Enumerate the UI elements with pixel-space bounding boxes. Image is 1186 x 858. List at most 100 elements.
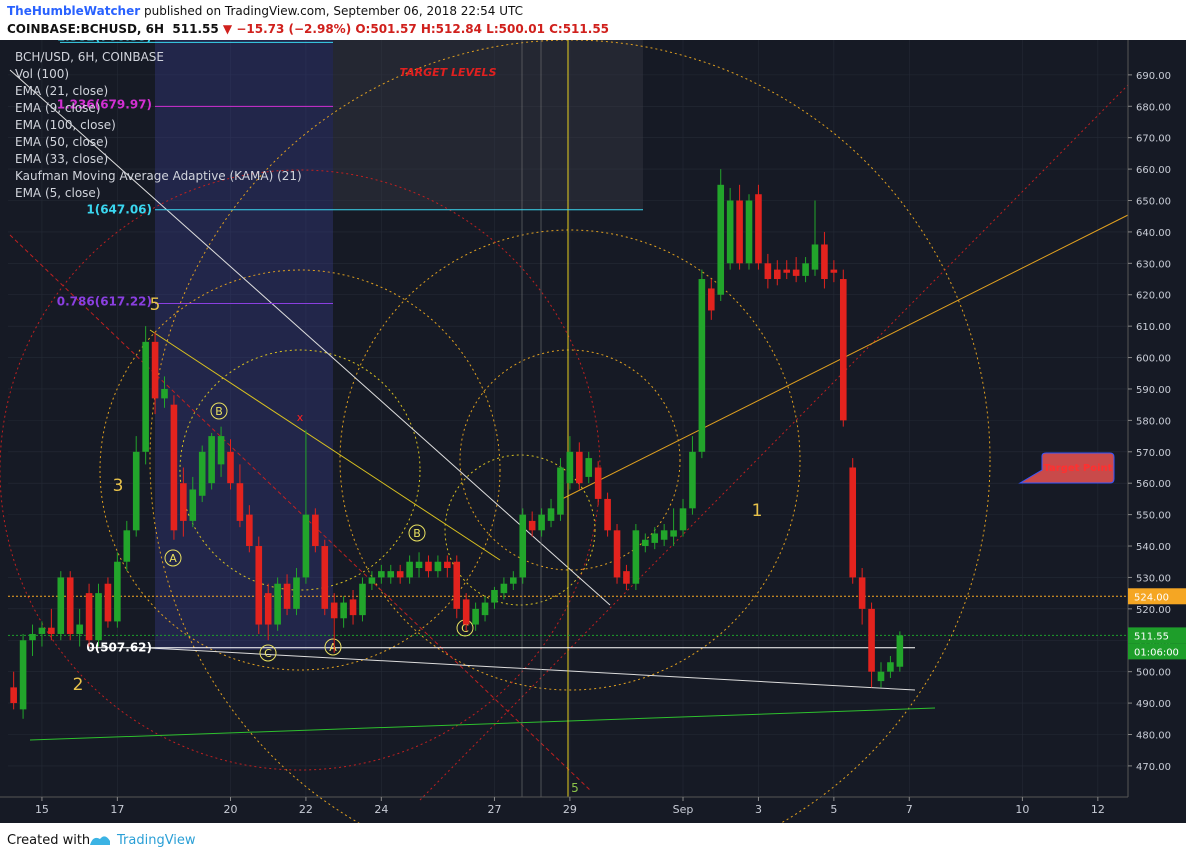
annotation: A <box>329 641 337 654</box>
x-tick-label: 5 <box>830 803 837 816</box>
candle-body <box>585 458 593 477</box>
candle-body <box>858 577 866 609</box>
annotation: TARGET LEVELS <box>400 66 497 79</box>
candle-body <box>302 514 310 578</box>
candle-body <box>453 561 461 609</box>
price-tag-label: 511.55 <box>1134 631 1169 642</box>
y-tick-label: 480.00 <box>1136 730 1171 741</box>
candle-body <box>349 599 357 616</box>
fib-circle <box>99 269 501 671</box>
candle-body <box>359 583 366 616</box>
candle-body <box>547 508 555 521</box>
candle-body <box>340 602 347 619</box>
y-tick-label: 590.00 <box>1136 385 1171 396</box>
fib-label: 1.382(700.35) <box>57 40 152 43</box>
change: ▼ −15.73 (−2.98%) <box>222 22 352 36</box>
candle-body <box>849 467 857 578</box>
y-tick-label: 570.00 <box>1136 448 1171 459</box>
fib-circle <box>444 454 596 606</box>
fib-zone <box>333 40 643 210</box>
candle-body <box>170 404 178 531</box>
candle-body <box>821 244 828 280</box>
annotation: 5 <box>150 295 161 315</box>
symbol-line: COINBASE:BCHUSD, 6H 511.55 ▼ −15.73 (−2.… <box>7 22 609 36</box>
ohlc: O:501.57 H:512.84 L:500.01 C:511.55 <box>355 22 610 36</box>
candle-body <box>434 561 442 572</box>
candle-body <box>670 530 677 537</box>
y-tick-label: 650.00 <box>1136 197 1171 208</box>
trend-line <box>9 69 611 606</box>
annotation: C <box>461 622 469 635</box>
y-tick-label: 610.00 <box>1136 322 1171 333</box>
price-tag <box>1128 627 1186 644</box>
fib-label: 1.236(679.97) <box>57 97 152 111</box>
indicator-label: EMA (5, close) <box>15 186 101 200</box>
target-callout <box>1018 452 1115 484</box>
candle-body <box>887 662 894 672</box>
trend-line <box>29 707 936 741</box>
candle-body <box>764 263 772 280</box>
candle-body <box>274 583 281 625</box>
indicator-label: EMA (33, close) <box>15 152 108 166</box>
y-tick-label: 690.00 <box>1136 71 1171 82</box>
indicator-label: EMA (9, close) <box>15 101 101 115</box>
wave-circle <box>259 644 277 662</box>
candle-body <box>378 571 385 578</box>
candle-body <box>896 635 904 667</box>
publish-line: TheHumbleWatcher published on TradingVie… <box>7 4 523 18</box>
indicator-label: Vol (100) <box>15 67 69 81</box>
drawings <box>0 40 1129 823</box>
candle-body <box>651 533 659 543</box>
candle-body <box>792 269 800 276</box>
price-tag-label: 524.00 <box>1134 592 1169 603</box>
y-tick-label: 470.00 <box>1136 762 1171 773</box>
logo <box>90 836 110 845</box>
candle-body <box>538 514 545 531</box>
candle-body <box>868 608 875 672</box>
candle-body <box>802 263 809 276</box>
candle-body <box>142 341 149 452</box>
candle-body <box>246 514 253 547</box>
candle-body <box>830 269 838 273</box>
candle-body <box>208 436 215 484</box>
author[interactable]: TheHumbleWatcher <box>7 4 141 18</box>
chart-title: BCH/USD, 6H, COINBASE <box>15 50 164 64</box>
countdown-tag <box>1128 643 1186 660</box>
wave-circle <box>408 524 426 542</box>
fib-label: 0.786(617.22) <box>57 294 152 308</box>
fib-label: 1(647.06) <box>86 203 152 217</box>
candle-body <box>406 561 413 578</box>
candle-body <box>576 451 583 484</box>
candle-body <box>38 627 46 634</box>
candle-body <box>519 514 527 578</box>
candle-body <box>528 520 536 531</box>
y-tick-label: 550.00 <box>1136 511 1171 522</box>
candle-body <box>293 577 300 609</box>
candle-body <box>321 546 329 609</box>
candle-body <box>132 451 140 531</box>
candle-body <box>839 279 847 421</box>
candle-body <box>123 530 131 562</box>
candle-body <box>264 593 272 625</box>
candle-body <box>698 279 706 452</box>
y-tick-label: 660.00 <box>1136 165 1171 176</box>
x-tick-label: 27 <box>487 803 501 816</box>
candle-body <box>255 546 263 625</box>
annotation: C <box>264 647 272 660</box>
price-axis <box>1128 40 1186 823</box>
x-tick-label: 22 <box>299 803 313 816</box>
brand[interactable]: TradingView <box>117 833 196 848</box>
candle-body <box>114 561 121 622</box>
candle-body <box>180 483 187 521</box>
candle-body <box>66 577 74 634</box>
candle-body <box>415 561 423 569</box>
candle-body <box>85 593 93 641</box>
indicator-label: EMA (100, close) <box>15 118 116 132</box>
candle-body <box>48 627 55 634</box>
x-tick-label: 15 <box>35 803 49 816</box>
candle-body <box>283 583 291 609</box>
candle-body <box>745 200 753 264</box>
chart: BCH/USD, 6H, COINBASE 470.00 480.00 490.00… <box>0 40 1186 823</box>
candle-body <box>76 624 83 634</box>
